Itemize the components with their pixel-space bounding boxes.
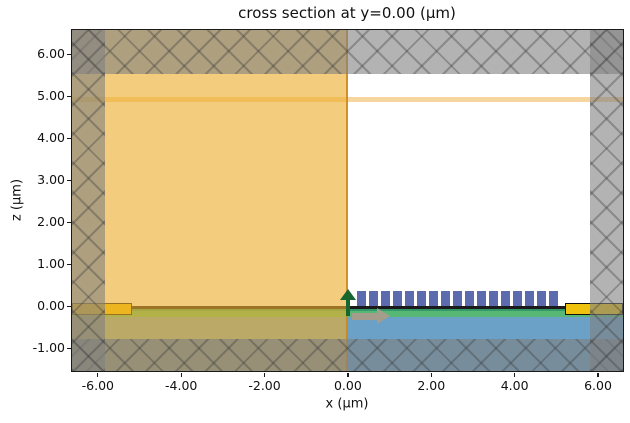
- pml-region-bottom: [72, 339, 623, 371]
- up-arrow-head-icon: [339, 288, 356, 300]
- x-axis-tick: [263, 372, 266, 377]
- grating-teeth-14: [513, 290, 523, 307]
- grating-teeth-12: [489, 290, 499, 307]
- x-tick-label: 2.00: [417, 378, 446, 393]
- grating-teeth-10: [465, 290, 475, 307]
- y-axis-tick: [66, 221, 71, 223]
- y-axis-tick: [66, 179, 71, 181]
- y-axis-tick: [66, 305, 71, 307]
- pml-region-left: [72, 30, 106, 371]
- grating-teeth-17: [549, 290, 559, 307]
- pml-region-right: [590, 30, 623, 371]
- x-tick-label: -2.00: [248, 378, 281, 393]
- y-tick-label: 1.00: [37, 256, 65, 272]
- y-tick-label: -1.00: [32, 340, 65, 356]
- y-axis-tick: [66, 95, 71, 97]
- cladding-overlay: [72, 30, 348, 371]
- y-tick-label: 3.00: [37, 172, 65, 188]
- pml-region-top: [72, 30, 623, 75]
- x-axis-tick: [347, 372, 349, 377]
- grating-teeth-6: [417, 290, 427, 307]
- x-axis-tick: [514, 372, 516, 377]
- plot-area: [72, 30, 623, 371]
- grating-teeth-15: [525, 290, 535, 307]
- right-arrow-shaft: [352, 312, 379, 320]
- y-tick-label: 5.00: [37, 88, 65, 104]
- grating-teeth-7: [429, 290, 439, 307]
- grating-teeth-5: [405, 290, 415, 307]
- up-arrow: [339, 288, 356, 316]
- x-tick-label: 6.00: [584, 378, 612, 393]
- plot-title: cross section at y=0.00 (μm): [238, 4, 456, 22]
- x-tick-label: 4.00: [500, 378, 529, 393]
- up-arrow-shaft: [345, 298, 350, 316]
- x-axis-tick: [180, 372, 182, 377]
- x-tick-label: -4.00: [165, 378, 198, 393]
- right-arrow: [352, 308, 391, 325]
- x-axis-tick: [97, 372, 99, 377]
- grating-teeth-2: [369, 290, 379, 307]
- y-axis-tick: [66, 263, 71, 265]
- x-axis-tick: [597, 372, 599, 377]
- grating-teeth-9: [453, 290, 463, 307]
- grating-teeth-8: [441, 290, 451, 307]
- y-tick-label: 4.00: [37, 130, 65, 146]
- grating-teeth-11: [477, 290, 487, 307]
- right-arrow-head-icon: [377, 308, 391, 325]
- y-tick-label: 2.00: [37, 214, 65, 230]
- grating-teeth-13: [501, 290, 511, 307]
- y-tick-label: 0.00: [37, 298, 65, 314]
- grating-teeth-1: [357, 290, 367, 307]
- x-axis-tick: [430, 372, 432, 377]
- x-tick-label: 0.00: [333, 378, 362, 393]
- y-tick-label: 6.00: [37, 46, 65, 62]
- y-axis-tick: [66, 347, 71, 349]
- grating-teeth-4: [393, 290, 403, 307]
- x-axis-label: x (μm): [325, 396, 369, 412]
- grating-teeth-3: [381, 290, 391, 307]
- grating-teeth-16: [537, 290, 547, 307]
- y-axis-tick: [66, 53, 71, 55]
- y-axis-tick: [66, 137, 71, 139]
- x-tick-label: -6.00: [81, 378, 114, 393]
